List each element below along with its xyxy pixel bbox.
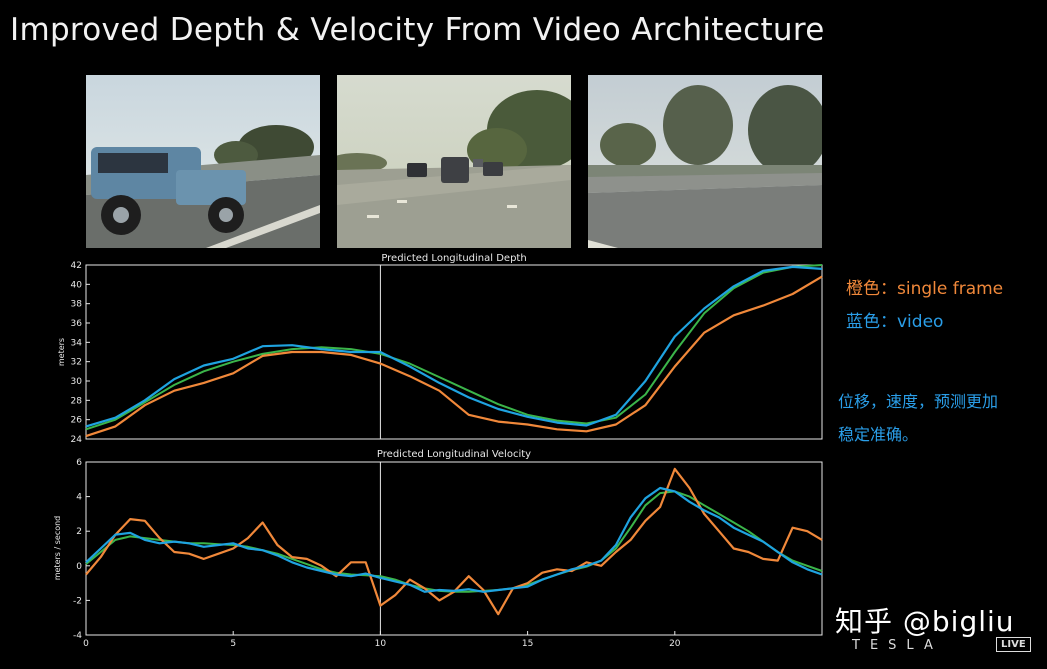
- depth-y-tick-label: 36: [71, 319, 83, 329]
- annotation-note-line1: 位移，速度，预测更加: [838, 392, 999, 411]
- depth-y-tick-label: 38: [71, 300, 83, 310]
- depth-y-tick-label: 42: [71, 261, 82, 271]
- camera-frame-center: [337, 75, 571, 248]
- depth-series-video: [85, 265, 823, 428]
- depth-y-tick-label: 28: [71, 396, 83, 406]
- zhihu-watermark: 知乎 @bigliu: [835, 605, 1015, 638]
- live-badge: LIVE: [996, 637, 1031, 652]
- depth-y-ticks: 24 26 28 30 32 34 36 38 40 42: [71, 261, 90, 445]
- velocity-series-video: [85, 486, 823, 593]
- velocity-y-tick-label: 6: [76, 458, 82, 468]
- depth-chart: Predicted Longitudinal Depth meters 24 26…: [57, 253, 823, 445]
- velocity-y-tick-label: 2: [76, 527, 82, 537]
- velocity-x-tick-label: 15: [522, 639, 533, 649]
- depth-chart-title: Predicted Longitudinal Depth: [381, 253, 526, 264]
- velocity-x-tick-label: 20: [669, 639, 681, 649]
- velocity-x-tick-label: 10: [375, 639, 387, 649]
- legend-single-frame: 橙色：single frame: [846, 279, 1004, 299]
- velocity-series-group: [85, 467, 823, 616]
- tesla-logo: TESLA: [852, 638, 943, 653]
- velocity-chart: Predicted Longitudinal Velocity meters /…: [53, 449, 823, 649]
- depth-y-tick-label: 24: [71, 435, 83, 445]
- velocity-x-tick-label: 5: [230, 639, 236, 649]
- slide-title: Improved Depth & Velocity From Video Arc…: [10, 12, 825, 48]
- velocity-plot-frame: [85, 461, 823, 636]
- velocity-y-axis-label: meters / second: [53, 516, 62, 581]
- velocity-y-tick-label: 4: [76, 493, 82, 503]
- depth-y-tick-label: 26: [71, 416, 83, 426]
- velocity-chart-title: Predicted Longitudinal Velocity: [377, 449, 531, 460]
- velocity-y-tick-label: -2: [73, 596, 82, 606]
- velocity-x-tick-label: 0: [83, 639, 89, 649]
- camera-frame-right: [588, 75, 822, 248]
- annotation-note-line2: 稳定准确。: [838, 425, 919, 444]
- velocity-y-ticks: -4 -2 0 2 4 6: [73, 458, 90, 641]
- depth-plot-frame: [85, 264, 823, 440]
- velocity-y-tick-label: 0: [76, 562, 82, 572]
- depth-y-tick-label: 40: [71, 280, 83, 290]
- depth-y-tick-label: 30: [71, 377, 83, 387]
- depth-y-tick-label: 32: [71, 358, 82, 368]
- camera-frame-left: [86, 75, 320, 248]
- depth-series-group: [85, 264, 823, 438]
- depth-series-ground-truth: [85, 264, 823, 431]
- velocity-y-tick-label: -4: [73, 631, 82, 641]
- depth-y-tick-label: 34: [71, 338, 83, 348]
- depth-y-axis-label: meters: [57, 338, 66, 366]
- legend-video: 蓝色：video: [846, 312, 944, 332]
- depth-series-single-frame: [85, 275, 823, 438]
